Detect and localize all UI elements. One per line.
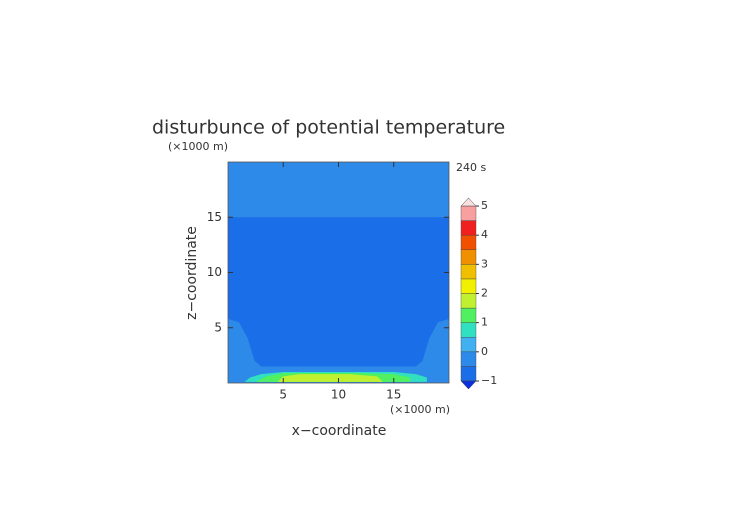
colorbar-over — [460, 197, 477, 207]
x-unit: (×1000 m) — [390, 403, 450, 416]
x-tick-label: 15 — [386, 388, 401, 402]
chart-title: disturbunce of potential temperature — [152, 117, 505, 139]
y-tick-label: 5 — [214, 320, 222, 334]
colorbar-band — [460, 205, 477, 221]
colorbar-tick-label: 5 — [481, 199, 488, 212]
x-tick-label: 10 — [331, 388, 346, 402]
colorbar-tick-label: −1 — [481, 374, 497, 387]
colorbar-band — [460, 278, 477, 294]
colorbar-under — [460, 380, 477, 390]
colorbar-band — [460, 293, 477, 309]
colorbar-band — [460, 264, 477, 280]
x-axis-label: x−coordinate — [292, 423, 387, 439]
colorbar-tick-label: 1 — [481, 316, 488, 329]
colorbar-band — [460, 337, 477, 353]
colorbar-band — [460, 351, 477, 367]
colorbar-band — [460, 234, 477, 250]
colorbar-tick-label: 4 — [481, 228, 488, 241]
x-tick-label: 5 — [279, 388, 287, 402]
colorbar-band — [460, 322, 477, 338]
colorbar-band — [460, 249, 477, 265]
time-label: 240 s — [456, 161, 486, 174]
contour-region — [228, 217, 449, 367]
y-unit: (×1000 m) — [168, 140, 228, 153]
colorbar-tick-label: 2 — [481, 287, 488, 300]
colorbar-band — [460, 366, 477, 382]
colorbar-band — [460, 220, 477, 236]
y-tick-label: 10 — [207, 265, 222, 279]
colorbar-tick-label: 3 — [481, 257, 488, 270]
y-axis-label: z−coordinate — [184, 226, 200, 320]
colorbar-band — [460, 307, 477, 323]
contour-region — [277, 374, 383, 382]
colorbar-tick-label: 0 — [481, 345, 488, 358]
y-tick-label: 15 — [207, 210, 222, 224]
